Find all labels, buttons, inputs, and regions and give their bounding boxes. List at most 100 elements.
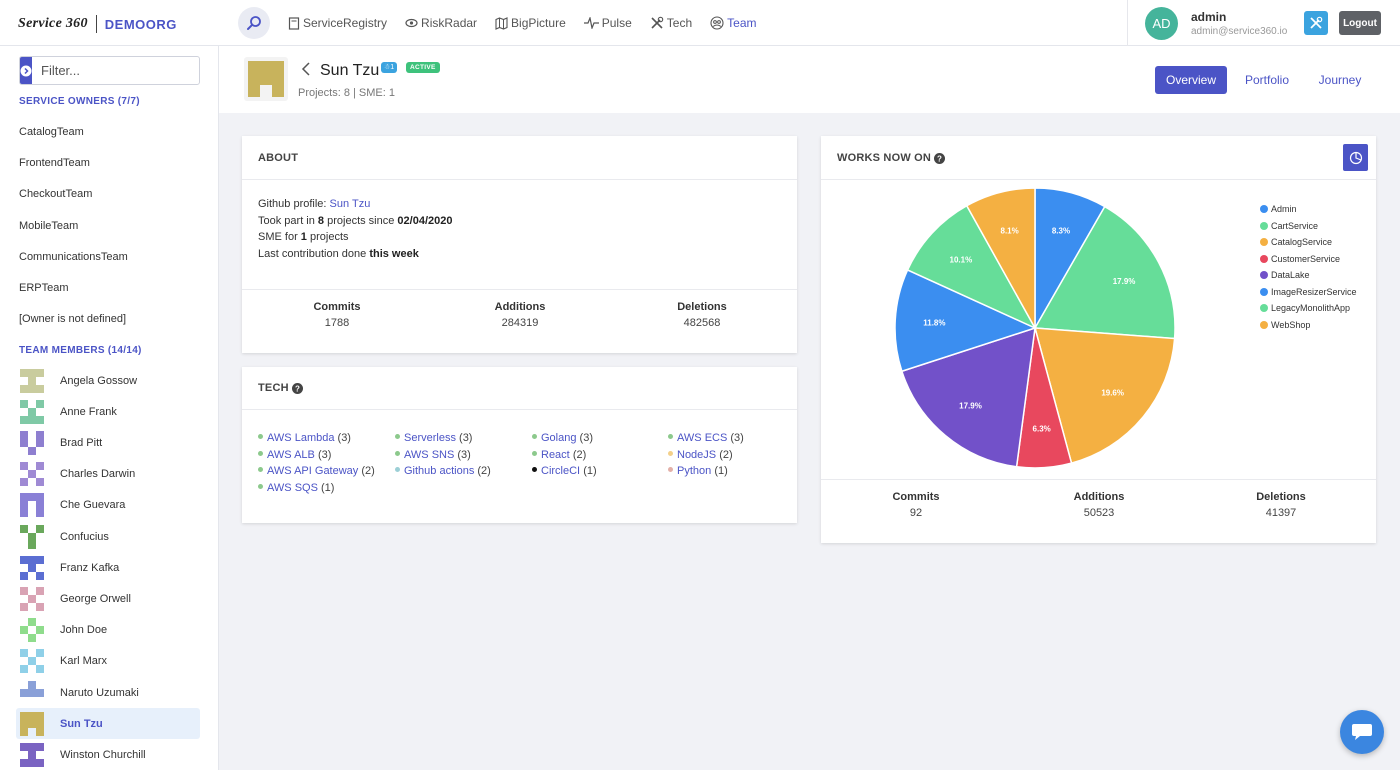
tech-link[interactable]: AWS ALB (267, 448, 315, 461)
took-date: 02/04/2020 (397, 214, 453, 227)
tech-link[interactable]: Serverless (404, 432, 456, 444)
tech-item: NodeJS (2) (668, 447, 803, 464)
tech-link[interactable]: Github actions (404, 465, 475, 477)
owner-item[interactable]: MobileTeam (19, 220, 79, 232)
pie-slice-label: 17.9% (959, 401, 982, 410)
tech-count: (2) (477, 465, 491, 477)
legend-item[interactable]: ImageResizerService (1260, 284, 1357, 301)
legend-item[interactable]: CatalogService (1260, 234, 1357, 251)
member-name: Brad Pitt (60, 436, 103, 449)
legend-item[interactable]: CartService (1260, 218, 1357, 235)
sidebar-member-item[interactable]: Naruto Uzumaki (16, 677, 200, 708)
count-badge-value: 1 (390, 64, 395, 71)
member-avatar (20, 524, 44, 549)
member-avatar (20, 680, 44, 697)
nav-big-picture[interactable]: BigPicture (495, 16, 566, 30)
logo[interactable]: Service 360 DEMOORG (18, 13, 177, 35)
legend-item[interactable]: DataLake (1260, 267, 1357, 284)
legend-item[interactable]: LegacyMonolithApp (1260, 300, 1357, 317)
legend-dot (1260, 205, 1268, 214)
nav-pulse[interactable]: Pulse (583, 16, 632, 30)
tech-link[interactable]: Golang (541, 432, 577, 444)
nav-team[interactable]: Team (710, 16, 756, 30)
topbar-divider (1127, 0, 1128, 46)
legend-item[interactable]: Admin (1260, 201, 1357, 218)
profile-name: Sun Tzu (320, 62, 380, 79)
legend-item[interactable]: WebShop (1260, 317, 1357, 334)
tab-journey[interactable]: Journey (1318, 73, 1362, 87)
nav-label: Pulse (601, 16, 632, 30)
divider (242, 409, 797, 410)
member-name: George Orwell (60, 592, 131, 605)
owner-item[interactable]: CatalogTeam (19, 126, 84, 138)
tech-link[interactable]: AWS Lambda (267, 432, 335, 444)
filter-input[interactable] (32, 57, 217, 84)
tech-dot (668, 450, 673, 456)
pie-slice[interactable] (965, 187, 1036, 331)
chart-toggle-button[interactable] (1343, 144, 1368, 171)
sidebar-member-item[interactable]: Sun Tzu (16, 708, 200, 740)
nav-label: ServiceRegistry (303, 16, 388, 30)
owner-item[interactable]: FrontendTeam (19, 157, 90, 169)
github-profile-link[interactable]: Sun Tzu (329, 198, 371, 210)
logo-text: Service 360 (18, 16, 88, 31)
profile-avatar (244, 57, 288, 101)
user-avatar[interactable]: AD (1145, 7, 1178, 40)
sidebar-member-item[interactable]: Franz Kafka (16, 552, 200, 583)
back-chevron-icon[interactable] (301, 61, 311, 77)
sidebar-member-item[interactable]: Confucius (16, 521, 200, 552)
tech-link[interactable]: NodeJS (677, 448, 717, 461)
sidebar-member-item[interactable]: Charles Darwin (16, 459, 200, 490)
sidebar-member-item[interactable]: John Doe (16, 615, 200, 646)
tech-link[interactable]: React (541, 448, 570, 461)
sidebar-member-item[interactable]: George Orwell (16, 583, 200, 614)
search-button[interactable] (238, 7, 270, 39)
legend-label: CustomerService (1271, 253, 1341, 264)
pie-slice[interactable] (1033, 205, 1176, 340)
nav-tech[interactable]: Tech (650, 16, 692, 30)
logout-button[interactable]: Logout (1339, 11, 1381, 35)
pie-slice[interactable] (894, 268, 1038, 373)
pie-slice[interactable] (900, 326, 1036, 468)
help-icon[interactable]: ? (291, 382, 303, 394)
tech-link[interactable]: AWS SQS (267, 481, 318, 494)
last-value: this week (369, 247, 419, 260)
tech-column: AWS ECS (3) NodeJS (2) Python (1) (668, 430, 803, 480)
chat-button[interactable] (1340, 710, 1384, 754)
tab-overview[interactable]: Overview (1155, 66, 1227, 94)
legend-label: ImageResizerService (1271, 286, 1357, 297)
tab-portfolio[interactable]: Portfolio (1244, 73, 1290, 87)
sidebar-member-item[interactable]: Karl Marx (16, 646, 200, 677)
nav-service-registry[interactable]: ServiceRegistry (288, 16, 387, 30)
owner-item[interactable]: CommunicationsTeam (19, 251, 128, 263)
profile-subtitle: Projects: 8 | SME: 1 (298, 87, 396, 99)
tech-count: (3) (459, 432, 473, 444)
tech-dot (532, 434, 537, 439)
help-icon[interactable]: ? (934, 152, 946, 164)
owner-item[interactable]: ERPTeam (19, 282, 69, 294)
member-avatar (20, 742, 44, 767)
nav-risk-radar[interactable]: RiskRadar (405, 16, 477, 30)
tech-link[interactable]: Python (677, 465, 712, 477)
owner-item[interactable]: CheckoutTeam (19, 188, 93, 200)
tech-dot (395, 450, 400, 456)
tech-link[interactable]: AWS API Gateway (267, 465, 359, 477)
tech-title: TECH ? (258, 382, 303, 394)
tech-link[interactable]: AWS ECS (677, 432, 728, 444)
pie-slice[interactable] (906, 204, 1037, 330)
sidebar-member-item[interactable]: Brad Pitt (16, 427, 200, 458)
tech-link[interactable]: AWS SNS (404, 448, 455, 461)
member-avatar (20, 649, 44, 674)
legend-item[interactable]: CustomerService (1260, 251, 1357, 268)
pie-slice[interactable] (1033, 327, 1176, 465)
admin-tools-button[interactable] (1304, 11, 1328, 35)
sidebar-member-item[interactable]: Winston Churchill (16, 739, 200, 770)
sidebar-member-item[interactable]: Anne Frank (16, 396, 200, 427)
sidebar-member-item[interactable]: Angela Gossow (16, 365, 200, 396)
owner-item[interactable]: [Owner is not defined] (19, 313, 127, 325)
works-title-text: WORKS NOW ON (837, 152, 932, 164)
pie-slice-label: 11.8% (923, 318, 945, 327)
filter-toggle-button[interactable] (20, 57, 32, 84)
sidebar-member-item[interactable]: Che Guevara (16, 490, 200, 521)
tech-link[interactable]: CircleCI (541, 465, 581, 477)
